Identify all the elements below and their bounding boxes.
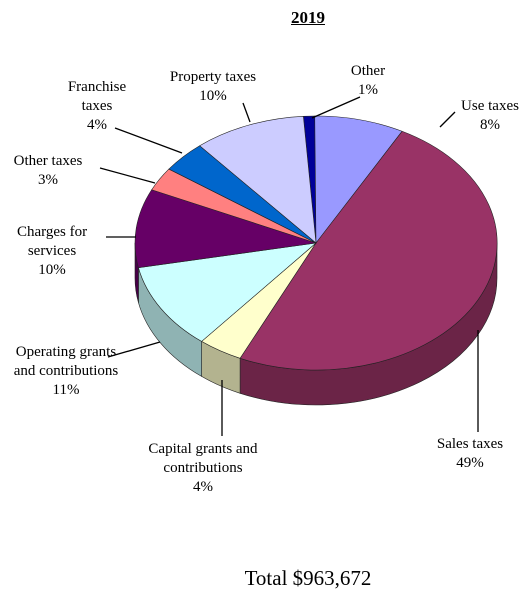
slice-label: Property taxes 10%	[158, 68, 268, 106]
value-label: 49%	[456, 455, 484, 471]
total-annotation: Total $963,672	[244, 566, 372, 590]
value-label: 4%	[87, 117, 107, 133]
leader-line	[107, 341, 161, 358]
leader-line	[439, 111, 456, 128]
category-name: Franchise taxes	[67, 79, 127, 114]
slice-label: Other 1%	[338, 62, 398, 100]
value-label: 8%	[480, 117, 500, 133]
category-name: Other taxes	[13, 153, 83, 169]
slice-label: Use taxes 8%	[453, 97, 525, 135]
value-label: 4%	[193, 479, 213, 495]
chart-title: 2019	[291, 8, 325, 27]
slice-label: Other taxes 3%	[3, 152, 93, 190]
category-name: Sales taxes	[436, 436, 504, 452]
value-label: 10%	[199, 88, 227, 104]
slice	[239, 130, 498, 371]
category-name: Use taxes	[461, 98, 519, 114]
category-name: Capital grants and contributions	[148, 441, 258, 476]
leader-line	[99, 167, 156, 184]
slice-label: Capital grants and contributions 4%	[148, 440, 258, 497]
value-label: 10%	[38, 262, 66, 278]
category-name: Charges for services	[16, 224, 88, 259]
value-label: 1%	[358, 82, 378, 98]
slice-label: Sales taxes 49%	[430, 435, 510, 473]
value-label: 3%	[38, 172, 58, 188]
slice	[138, 242, 317, 342]
value-label: 11%	[52, 382, 80, 398]
leader-line	[311, 96, 361, 119]
category-name: Other	[350, 63, 386, 79]
slice-label: Operating grants and contributions 11%	[11, 343, 121, 400]
slice	[199, 115, 317, 244]
leader-line	[114, 127, 183, 154]
category-name: Property taxes	[169, 69, 257, 85]
slice-label: Franchise taxes 4%	[57, 78, 137, 135]
slice	[134, 189, 317, 269]
slice-label: Charges for services 10%	[2, 223, 102, 280]
leader-line	[242, 102, 251, 123]
category-name: Operating grants and contributions	[13, 344, 119, 379]
